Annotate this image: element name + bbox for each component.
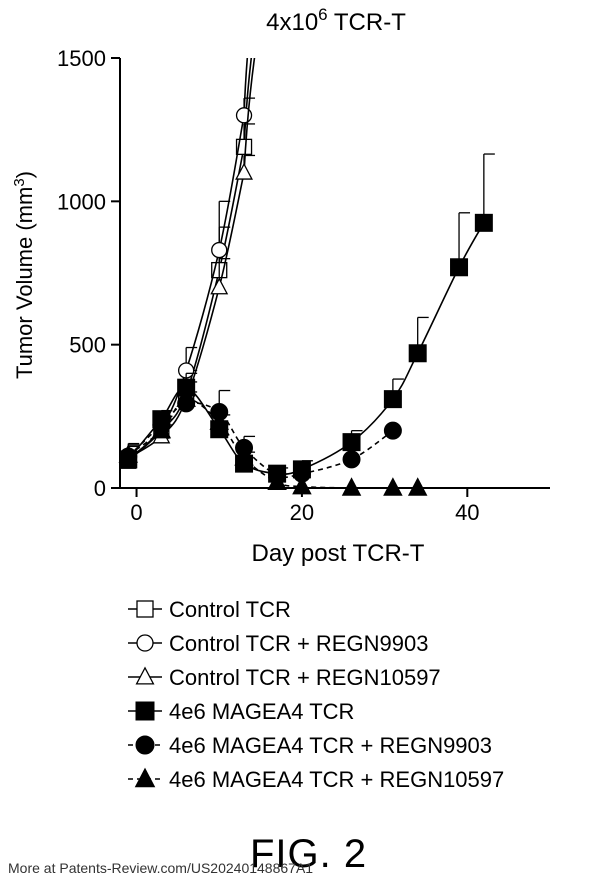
data-point xyxy=(292,475,312,495)
legend-marker xyxy=(134,767,156,788)
data-point xyxy=(383,421,402,440)
x-tick-label: 0 xyxy=(130,500,142,525)
data-point xyxy=(151,419,172,439)
data-point xyxy=(342,450,361,469)
data-point xyxy=(118,444,139,463)
data-point xyxy=(210,277,229,295)
legend-marker xyxy=(135,666,155,685)
legend-label: 4e6 MAGEA4 TCR + REGN9903 xyxy=(169,733,492,758)
x-tick-label: 40 xyxy=(455,500,479,525)
y-tick-label: 1000 xyxy=(57,189,106,214)
data-point xyxy=(176,388,196,407)
data-point xyxy=(235,162,253,180)
series-3 xyxy=(119,153,495,483)
chart-title: 4x106 TCR-T xyxy=(266,5,406,36)
series-fit-curve xyxy=(243,58,253,147)
chart-title-main: 4x10 xyxy=(266,9,318,36)
data-point xyxy=(474,213,493,232)
data-point xyxy=(383,390,402,409)
data-point xyxy=(342,433,361,452)
data-point xyxy=(407,477,428,496)
data-point xyxy=(383,477,403,496)
legend-label: Control TCR xyxy=(169,597,291,622)
data-point xyxy=(234,447,254,466)
figure-label: FIG. 2 xyxy=(250,832,368,876)
chart-title-sup: 6 xyxy=(318,5,327,24)
legend-label: 4e6 MAGEA4 TCR + REGN10597 xyxy=(169,767,504,792)
legend-item-3: 4e6 MAGEA4 TCR xyxy=(128,699,354,724)
y-tick-label: 0 xyxy=(94,476,106,501)
data-point xyxy=(408,344,427,363)
data-point xyxy=(211,241,228,259)
y-tick-label: 500 xyxy=(69,333,106,358)
y-tick-label: 1500 xyxy=(57,46,106,71)
series-fit-curve xyxy=(243,58,256,173)
data-point xyxy=(235,138,253,156)
footer-source-link[interactable]: More at Patents-Review.com/US20240148867… xyxy=(8,860,314,876)
series-line xyxy=(127,222,485,475)
series-line xyxy=(127,398,418,488)
legend-label: Control TCR + REGN9903 xyxy=(169,631,428,656)
legend-item-1: Control TCR + REGN9903 xyxy=(128,631,428,656)
chart-title-suffix: TCR-T xyxy=(328,9,407,36)
legend-item-5: 4e6 MAGEA4 TCR + REGN10597 xyxy=(128,767,504,792)
legend-label: 4e6 MAGEA4 TCR xyxy=(169,699,354,724)
y-axis-label-main: Tumor Volume (mm xyxy=(12,187,37,379)
data-point xyxy=(341,477,362,496)
y-axis-label: Tumor Volume (mm3) xyxy=(11,171,37,379)
y-axis-label-sup: 3 xyxy=(11,178,28,186)
legend-marker xyxy=(136,600,154,618)
legend-item-2: Control TCR + REGN10597 xyxy=(128,665,441,690)
legend-item-0: Control TCR xyxy=(128,597,291,622)
legend-marker xyxy=(136,634,154,652)
legend-marker xyxy=(135,735,155,755)
x-tick-label: 20 xyxy=(290,500,314,525)
series-5 xyxy=(118,388,428,496)
legend-item-4: 4e6 MAGEA4 TCR + REGN9903 xyxy=(128,733,492,758)
data-point xyxy=(267,471,287,491)
y-axis-label-suffix: ) xyxy=(12,171,37,178)
legend-marker xyxy=(135,701,155,721)
data-point xyxy=(209,411,229,430)
x-axis-label: Day post TCR-T xyxy=(252,540,425,567)
legend-label: Control TCR + REGN10597 xyxy=(169,665,441,690)
data-point xyxy=(450,258,469,277)
